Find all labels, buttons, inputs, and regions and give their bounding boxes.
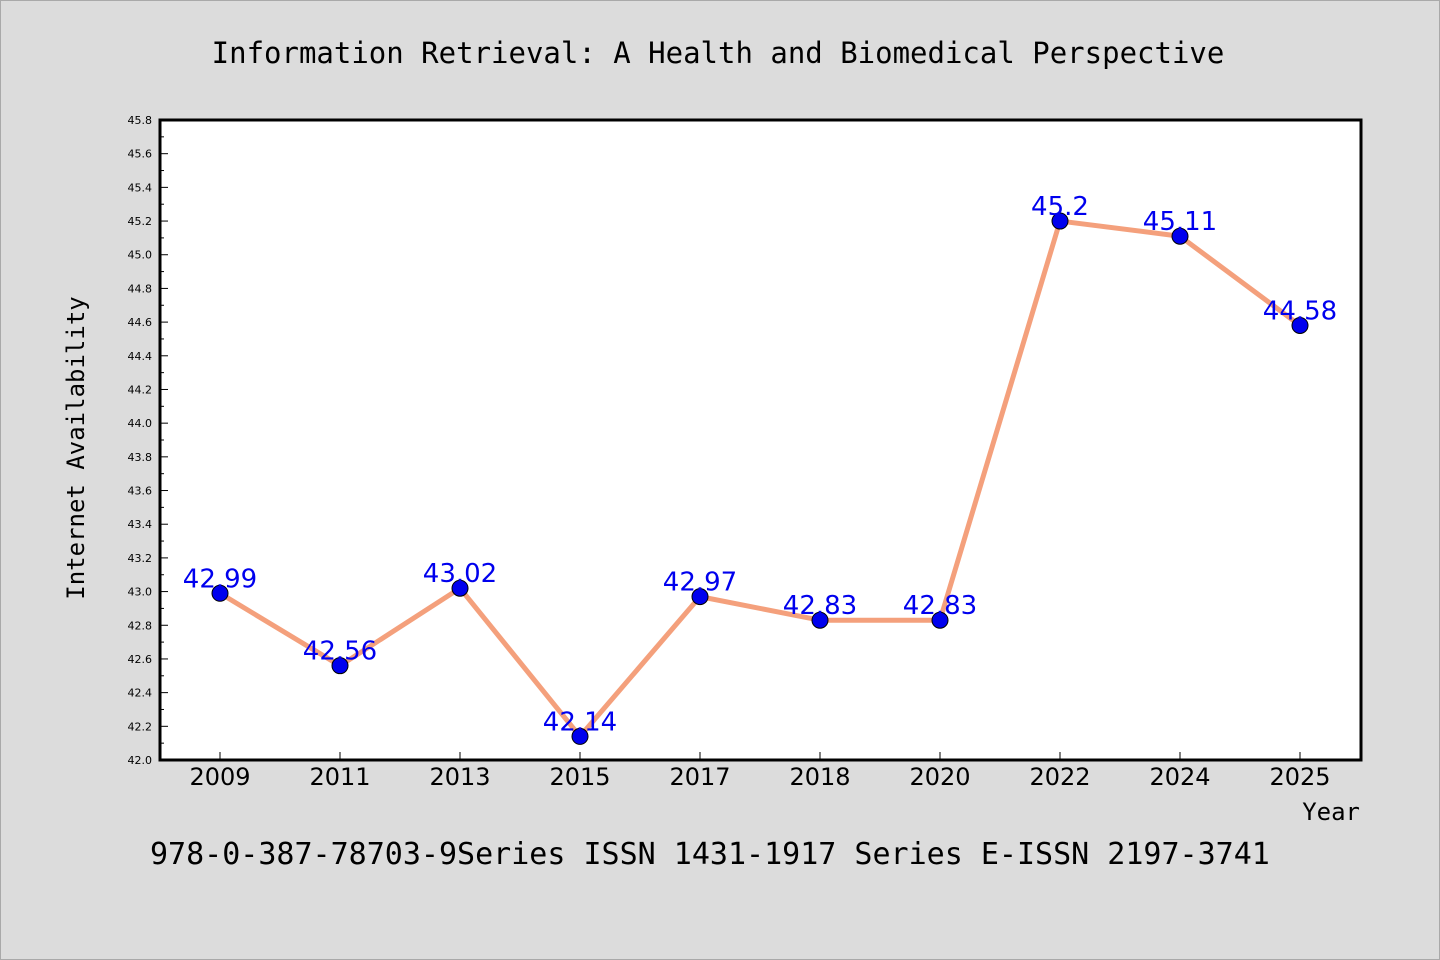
data-label: 42.56 — [303, 637, 377, 667]
data-label: 42.83 — [783, 591, 857, 621]
y-tick-label: 42.4 — [128, 687, 153, 700]
x-tick-label: 2018 — [789, 763, 850, 791]
y-tick-label: 44.2 — [128, 383, 153, 396]
x-tick-label: 2025 — [1269, 763, 1330, 791]
y-tick-label: 45.4 — [128, 181, 153, 194]
x-tick-label: 2009 — [189, 763, 250, 791]
footer-text: 978-0-387-78703-9Series ISSN 1431-1917 S… — [150, 837, 1270, 872]
x-tick-label: 2024 — [1149, 763, 1210, 791]
y-tick-label: 43.8 — [128, 451, 153, 464]
data-label: 42.97 — [663, 568, 737, 598]
y-tick-label: 42.2 — [128, 720, 153, 733]
series-line — [218, 218, 1302, 739]
y-tick-label: 42.6 — [128, 653, 153, 666]
chart-title: Information Retrieval: A Health and Biom… — [212, 36, 1225, 70]
series-group: 42.99 42.56 43.02 42.14 42.97 42.83 42.83 45.2 4… — [183, 192, 1337, 745]
y-tick-label: 44.0 — [128, 417, 153, 430]
x-tick-label: 2017 — [669, 763, 730, 791]
data-point — [571, 727, 589, 745]
data-point — [451, 579, 469, 597]
x-tick-label: 2022 — [1029, 763, 1090, 791]
x-axis-ticks: 2009 2011 2013 2015 2017 2018 2020 2022 2024 2025 — [189, 752, 1331, 791]
data-point — [931, 611, 949, 629]
y-tick-label: 44.6 — [128, 316, 153, 329]
x-tick-label: 2011 — [309, 763, 370, 791]
y-tick-label: 45.6 — [128, 148, 153, 161]
data-point — [1291, 316, 1309, 334]
data-point — [331, 657, 349, 675]
x-tick-label: 2015 — [549, 763, 610, 791]
y-tick-label: 42.0 — [128, 754, 153, 767]
data-label: 44.58 — [1263, 296, 1337, 326]
y-tick-label: 43.4 — [128, 518, 153, 531]
y-axis-label: Internet Availability — [62, 296, 90, 599]
data-label: 42.83 — [903, 591, 977, 621]
y-tick-label: 45.8 — [128, 114, 153, 127]
data-label: 42.14 — [543, 707, 617, 737]
x-tick-label: 2020 — [909, 763, 970, 791]
data-point — [811, 611, 829, 629]
y-tick-label: 43.0 — [128, 586, 153, 599]
y-tick-label: 44.8 — [128, 282, 153, 295]
y-tick-label: 44.4 — [128, 350, 153, 363]
data-point — [211, 584, 229, 602]
data-label: 45.2 — [1031, 192, 1089, 222]
data-label: 43.02 — [423, 559, 497, 589]
y-axis-ticks: 42.0 42.2 42.4 42.6 42.8 43.0 43.2 43.4 43.6 43.8… — [128, 114, 168, 767]
data-label: 45.11 — [1143, 207, 1217, 237]
data-point — [1171, 227, 1189, 245]
y-tick-label: 43.6 — [128, 485, 153, 498]
x-tick-label: 2013 — [429, 763, 490, 791]
x-axis-label: Year — [1302, 798, 1360, 826]
data-point — [1051, 212, 1069, 230]
y-tick-label: 42.8 — [128, 619, 153, 632]
y-tick-label: 45.0 — [128, 249, 153, 262]
y-tick-label: 43.2 — [128, 552, 153, 565]
data-point — [691, 588, 709, 606]
data-label: 42.99 — [183, 564, 257, 594]
y-tick-label: 45.2 — [128, 215, 153, 228]
